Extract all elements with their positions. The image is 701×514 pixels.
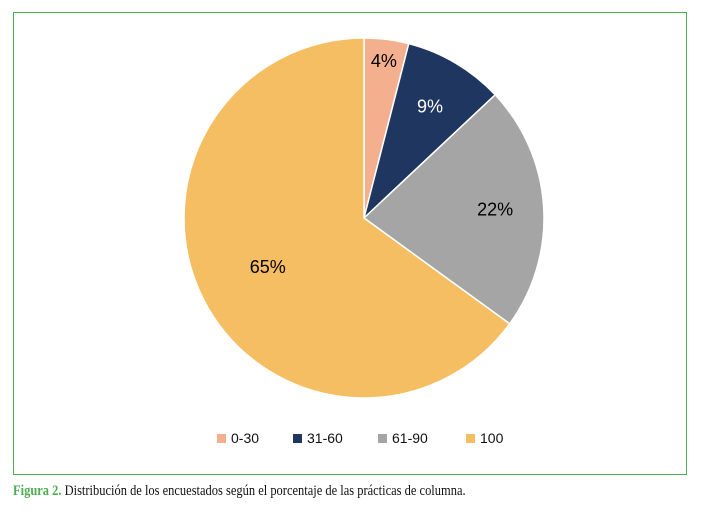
pie-slice-31-60 xyxy=(362,42,497,221)
legend-swatch xyxy=(466,434,475,443)
chart-frame xyxy=(13,12,687,475)
legend-label: 31-60 xyxy=(307,430,343,446)
legend-label: 100 xyxy=(480,430,504,446)
legend-label: 61-90 xyxy=(392,430,428,446)
legend-swatch xyxy=(293,434,302,443)
data-label: 22% xyxy=(477,200,513,220)
legend-label: 0-30 xyxy=(231,430,259,446)
pie-slice-100 xyxy=(183,37,511,399)
caption-text: Distribución de los encuestados según el… xyxy=(61,483,466,499)
pie-slice-61-90 xyxy=(362,93,545,325)
data-label: 65% xyxy=(250,257,286,277)
legend-swatch xyxy=(217,434,226,443)
legend-swatch xyxy=(378,434,387,443)
data-label: 9% xyxy=(417,96,443,116)
caption-figure-label: Figura 2. xyxy=(13,483,62,499)
figure-caption: Figura 2. Distribución de los encuestado… xyxy=(13,483,466,500)
data-label: 4% xyxy=(371,51,397,71)
